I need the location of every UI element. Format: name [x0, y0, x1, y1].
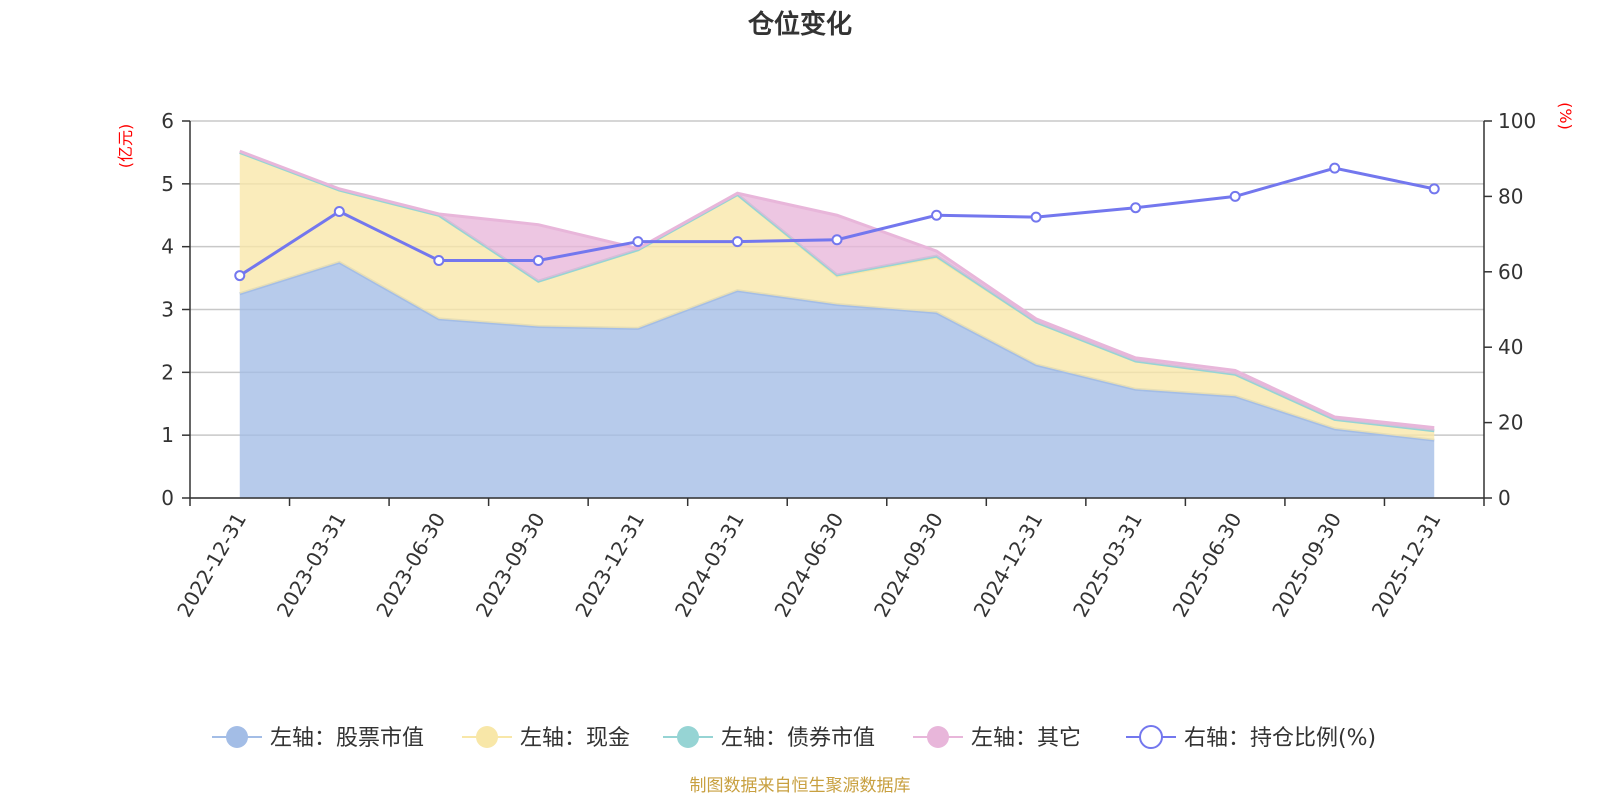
legend-label: 左轴：现金 [520, 726, 630, 751]
ratio-point [1030, 211, 1042, 223]
right-tick-label: 20 [1498, 411, 1523, 435]
right-tick-label: 0 [1498, 486, 1511, 510]
ratio-point [333, 205, 345, 217]
stacked-areas [239, 149, 1435, 498]
left-axis-unit: (亿元) [116, 124, 135, 169]
legend-marker [927, 726, 949, 748]
right-axis-unit: (%) [1556, 102, 1575, 130]
x-tick-label: 2024-12-31 [969, 509, 1048, 622]
left-tick-label: 2 [161, 360, 174, 384]
legend-item-3: 左轴：债券市值 [663, 726, 875, 751]
ratio-point [1229, 190, 1241, 202]
x-tick-label: 2024-06-30 [769, 509, 848, 622]
legend-label: 左轴：其它 [971, 726, 1081, 751]
legend-marker [226, 726, 248, 748]
left-tick-label: 3 [161, 298, 174, 322]
area-4 [239, 151, 1435, 431]
ratio-point [1329, 162, 1341, 174]
ratio-point [532, 254, 544, 266]
legend-item-2: 左轴：现金 [462, 726, 630, 751]
ratio-point [731, 236, 743, 248]
right-tick-label: 100 [1498, 109, 1536, 133]
legend-marker [1139, 725, 1163, 749]
ratio-point [831, 234, 843, 246]
area-edge-4 [239, 149, 1435, 430]
left-tick-label: 4 [161, 235, 174, 259]
x-tick-label: 2023-09-30 [471, 509, 550, 622]
x-tick-label: 2025-06-30 [1168, 509, 1247, 622]
legend: 左轴：股票市值 左轴：现金 左轴：债券市值 左轴：其它 右轴：持仓比例(%) [212, 725, 1376, 751]
right-tick-label: 40 [1498, 335, 1523, 359]
x-tick-label: 2025-12-31 [1367, 509, 1446, 622]
legend-label: 左轴：债券市值 [721, 726, 875, 751]
legend-item-5: 右轴：持仓比例(%) [1126, 725, 1376, 751]
ratio-point [632, 236, 644, 248]
x-tick-label: 2025-09-30 [1267, 509, 1346, 622]
right-tick-label: 80 [1498, 184, 1523, 208]
x-tick-label: 2025-03-31 [1068, 509, 1147, 622]
right-tick-label: 60 [1498, 260, 1523, 284]
x-tick-label: 2022-12-31 [172, 509, 251, 622]
x-tick-label: 2024-03-31 [670, 509, 749, 622]
x-tick-label: 2024-09-30 [869, 509, 948, 622]
ratio-point [1130, 202, 1142, 214]
ratio-point [1428, 183, 1440, 195]
legend-item-4: 左轴：其它 [913, 726, 1081, 751]
legend-item-1: 左轴：股票市值 [212, 726, 424, 751]
data-source-note: 制图数据来自恒生聚源数据库 [690, 776, 911, 796]
left-tick-label: 0 [161, 486, 174, 510]
x-tick-label: 2023-06-30 [371, 509, 450, 622]
area-1 [239, 262, 1435, 498]
legend-marker [476, 726, 498, 748]
legend-label: 左轴：股票市值 [270, 726, 424, 751]
ratio-point [433, 254, 445, 266]
area-2 [239, 152, 1435, 441]
left-tick-label: 6 [161, 109, 174, 133]
legend-marker [677, 726, 699, 748]
left-tick-label: 5 [161, 172, 174, 196]
chart-title: 仓位变化 [747, 9, 852, 40]
holding-ratio-line [234, 162, 1440, 282]
ratio-point [234, 270, 246, 282]
left-tick-label: 1 [161, 423, 174, 447]
ratio-point [931, 209, 943, 221]
x-tick-label: 2023-03-31 [272, 509, 351, 622]
x-tick-label: 2023-12-31 [570, 509, 649, 622]
legend-label: 右轴：持仓比例(%) [1184, 726, 1376, 751]
